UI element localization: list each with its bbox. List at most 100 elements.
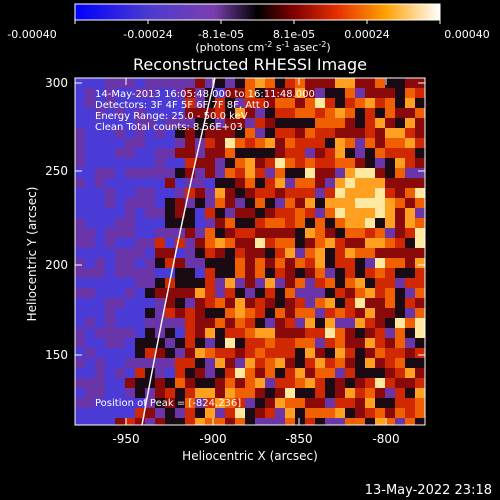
- image-cell: [355, 328, 366, 339]
- image-cell: [215, 108, 226, 119]
- image-cell: [225, 128, 236, 139]
- image-cell: [185, 388, 196, 399]
- image-cell: [115, 378, 126, 389]
- image-cell: [245, 318, 256, 329]
- image-cell: [85, 408, 96, 419]
- image-cell: [255, 198, 266, 209]
- image-cell: [165, 108, 176, 119]
- image-cell: [265, 288, 276, 299]
- image-cell: [385, 408, 396, 419]
- image-cell: [275, 378, 286, 389]
- image-cell: [135, 128, 146, 139]
- image-cell: [105, 238, 116, 249]
- image-cell: [225, 98, 236, 109]
- image-cell: [385, 268, 396, 279]
- image-cell: [295, 278, 306, 289]
- image-cell: [375, 268, 386, 279]
- image-cell: [185, 298, 196, 309]
- image-cell: [95, 338, 106, 349]
- image-cell: [405, 418, 416, 425]
- image-cell: [135, 368, 146, 379]
- image-cell: [265, 298, 276, 309]
- image-cell: [185, 128, 196, 139]
- image-cell: [365, 268, 376, 279]
- image-cell: [305, 278, 316, 289]
- image-cell: [405, 368, 416, 379]
- image-cell: [95, 288, 106, 299]
- image-cell: [295, 418, 306, 425]
- image-cell: [275, 398, 286, 409]
- image-cell: [105, 218, 116, 229]
- image-cell: [355, 248, 366, 259]
- image-cell: [345, 188, 356, 199]
- image-cell: [315, 298, 326, 309]
- image-cell: [85, 188, 96, 199]
- image-cell: [85, 258, 96, 269]
- image-cell: [225, 308, 236, 319]
- image-cell: [105, 198, 116, 209]
- image-cell: [245, 248, 256, 259]
- image-cell: [215, 78, 226, 89]
- image-cell: [235, 368, 246, 379]
- image-cell: [135, 178, 146, 189]
- image-cell: [145, 268, 156, 279]
- image-cell: [275, 148, 286, 159]
- image-cell: [315, 268, 326, 279]
- image-cell: [235, 228, 246, 239]
- image-cell: [415, 258, 425, 269]
- image-cell: [185, 138, 196, 149]
- image-cell: [265, 418, 276, 425]
- image-cell: [215, 398, 226, 409]
- image-cell: [195, 408, 206, 419]
- image-cell: [205, 418, 216, 425]
- image-cell: [125, 118, 136, 129]
- image-cell: [255, 138, 266, 149]
- image-cell: [255, 168, 266, 179]
- image-cell: [205, 248, 216, 259]
- image-cell: [115, 368, 126, 379]
- image-cell: [395, 358, 406, 369]
- image-cell: [315, 388, 326, 399]
- image-cell: [415, 378, 425, 389]
- image-cell: [235, 408, 246, 419]
- image-cell: [415, 208, 425, 219]
- image-cell: [75, 218, 86, 229]
- image-cell: [205, 338, 216, 349]
- image-cell: [405, 98, 416, 109]
- image-cell: [205, 78, 216, 89]
- image-cell: [415, 108, 425, 119]
- image-cell: [115, 278, 126, 289]
- image-cell: [285, 258, 296, 269]
- image-cell: [75, 378, 86, 389]
- image-cell: [205, 118, 216, 129]
- image-cell: [75, 238, 86, 249]
- image-cell: [265, 278, 276, 289]
- image-cell: [145, 178, 156, 189]
- image-cell: [145, 78, 156, 89]
- image-cell: [105, 278, 116, 289]
- image-cell: [195, 238, 206, 249]
- image-cell: [205, 378, 216, 389]
- image-cell: [95, 398, 106, 409]
- image-cell: [285, 248, 296, 259]
- image-cell: [205, 408, 216, 419]
- y-tick-label: 200: [45, 258, 68, 272]
- image-cell: [205, 388, 216, 399]
- image-cell: [395, 238, 406, 249]
- image-cell: [125, 248, 136, 259]
- image-cell: [155, 238, 166, 249]
- image-cell: [245, 188, 256, 199]
- image-cell: [165, 98, 176, 109]
- image-cell: [285, 408, 296, 419]
- image-cell: [215, 368, 226, 379]
- image-cell: [335, 108, 346, 119]
- image-cell: [215, 288, 226, 299]
- image-cell: [375, 208, 386, 219]
- image-cell: [265, 118, 276, 129]
- image-cell: [355, 418, 366, 425]
- image-cell: [275, 288, 286, 299]
- image-cell: [295, 208, 306, 219]
- image-cell: [75, 158, 86, 169]
- image-cell: [265, 168, 276, 179]
- image-cell: [215, 128, 226, 139]
